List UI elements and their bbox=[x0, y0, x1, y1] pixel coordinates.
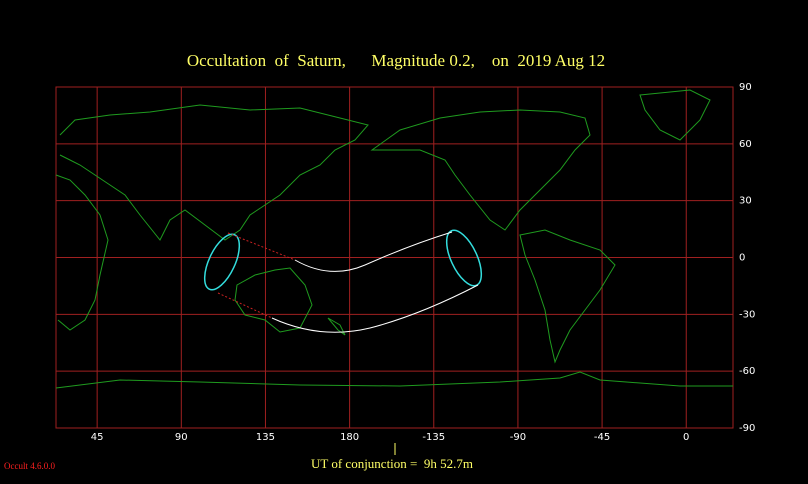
x-tick-label: -90 bbox=[510, 432, 526, 443]
x-tick-label: -135 bbox=[422, 432, 445, 443]
x-tick-label: 45 bbox=[91, 432, 104, 443]
coastline bbox=[639, 89, 711, 141]
version: Occult 4.6.0.0 bbox=[4, 461, 55, 471]
map-title: Occultation of Saturn, Magnitude 0.2, on… bbox=[187, 51, 605, 70]
path-limit bbox=[271, 284, 479, 333]
x-tick-label: -45 bbox=[594, 432, 610, 443]
y-tick-label: -30 bbox=[739, 309, 755, 320]
x-tick-label: 135 bbox=[256, 432, 275, 443]
start-ellipse bbox=[203, 233, 241, 291]
y-tick-label: -90 bbox=[739, 423, 755, 434]
path-limit bbox=[227, 232, 296, 261]
coastline bbox=[55, 174, 109, 331]
coastlines bbox=[55, 89, 733, 389]
occultation-path bbox=[203, 229, 483, 333]
coastline bbox=[327, 317, 346, 336]
y-tick-label: 30 bbox=[739, 196, 752, 207]
coastline bbox=[234, 267, 313, 333]
y-tick-label: -60 bbox=[739, 366, 755, 377]
coastline bbox=[519, 229, 616, 364]
conjunction-time: UT of conjunction = 9h 52.7m bbox=[311, 456, 473, 471]
y-tick-label: 0 bbox=[739, 253, 745, 264]
x-tick-label: 0 bbox=[683, 432, 689, 443]
coastline bbox=[59, 104, 369, 241]
coastline bbox=[370, 109, 591, 231]
path-limit bbox=[217, 292, 273, 319]
y-tick-label: 60 bbox=[739, 139, 752, 150]
x-tick-label: 180 bbox=[340, 432, 359, 443]
y-tick-label: 90 bbox=[739, 82, 752, 93]
path-limit bbox=[294, 231, 453, 272]
x-tick-label: 90 bbox=[175, 432, 188, 443]
grid: 45 90 135 180 -135 -90 -45 0 90 60 30 0 -30 -60 -90 bbox=[55, 82, 755, 443]
coastline bbox=[55, 371, 733, 389]
